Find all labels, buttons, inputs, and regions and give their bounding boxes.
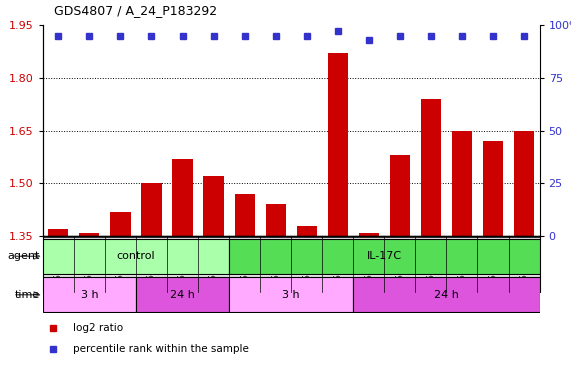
- Bar: [136, 236, 167, 237]
- Bar: [43, 236, 74, 237]
- Bar: [142, 184, 162, 236]
- Bar: [509, 236, 540, 237]
- Text: agent: agent: [7, 251, 40, 262]
- Bar: [229, 277, 353, 312]
- Bar: [416, 236, 447, 237]
- Bar: [452, 131, 472, 236]
- Bar: [105, 236, 136, 237]
- Bar: [477, 236, 509, 237]
- Text: log2 ratio: log2 ratio: [73, 323, 123, 333]
- Bar: [483, 141, 503, 236]
- Text: time: time: [15, 290, 40, 300]
- Bar: [235, 194, 255, 236]
- Bar: [198, 236, 229, 237]
- Bar: [421, 99, 441, 236]
- Bar: [43, 277, 136, 312]
- Bar: [110, 212, 131, 236]
- Text: IL-17C: IL-17C: [367, 251, 402, 262]
- Bar: [390, 155, 410, 236]
- Text: 24 h: 24 h: [434, 290, 459, 300]
- Bar: [447, 236, 477, 237]
- Bar: [229, 236, 260, 237]
- Text: percentile rank within the sample: percentile rank within the sample: [73, 344, 248, 354]
- Bar: [297, 226, 317, 236]
- Text: 3 h: 3 h: [81, 290, 98, 300]
- Text: 3 h: 3 h: [283, 290, 300, 300]
- Bar: [384, 236, 416, 237]
- Bar: [322, 236, 353, 237]
- Bar: [229, 239, 540, 274]
- Bar: [353, 277, 540, 312]
- Bar: [79, 233, 99, 236]
- Bar: [49, 229, 69, 236]
- Text: GDS4807 / A_24_P183292: GDS4807 / A_24_P183292: [54, 4, 218, 17]
- Text: control: control: [116, 251, 155, 262]
- Bar: [203, 176, 224, 236]
- Bar: [328, 53, 348, 236]
- Bar: [43, 239, 229, 274]
- Bar: [359, 233, 379, 236]
- Bar: [291, 236, 322, 237]
- Text: 24 h: 24 h: [170, 290, 195, 300]
- Bar: [136, 277, 229, 312]
- Bar: [266, 205, 286, 236]
- Bar: [167, 236, 198, 237]
- Bar: [260, 236, 291, 237]
- Bar: [353, 236, 384, 237]
- Bar: [172, 159, 192, 236]
- Bar: [74, 236, 105, 237]
- Bar: [514, 131, 534, 236]
